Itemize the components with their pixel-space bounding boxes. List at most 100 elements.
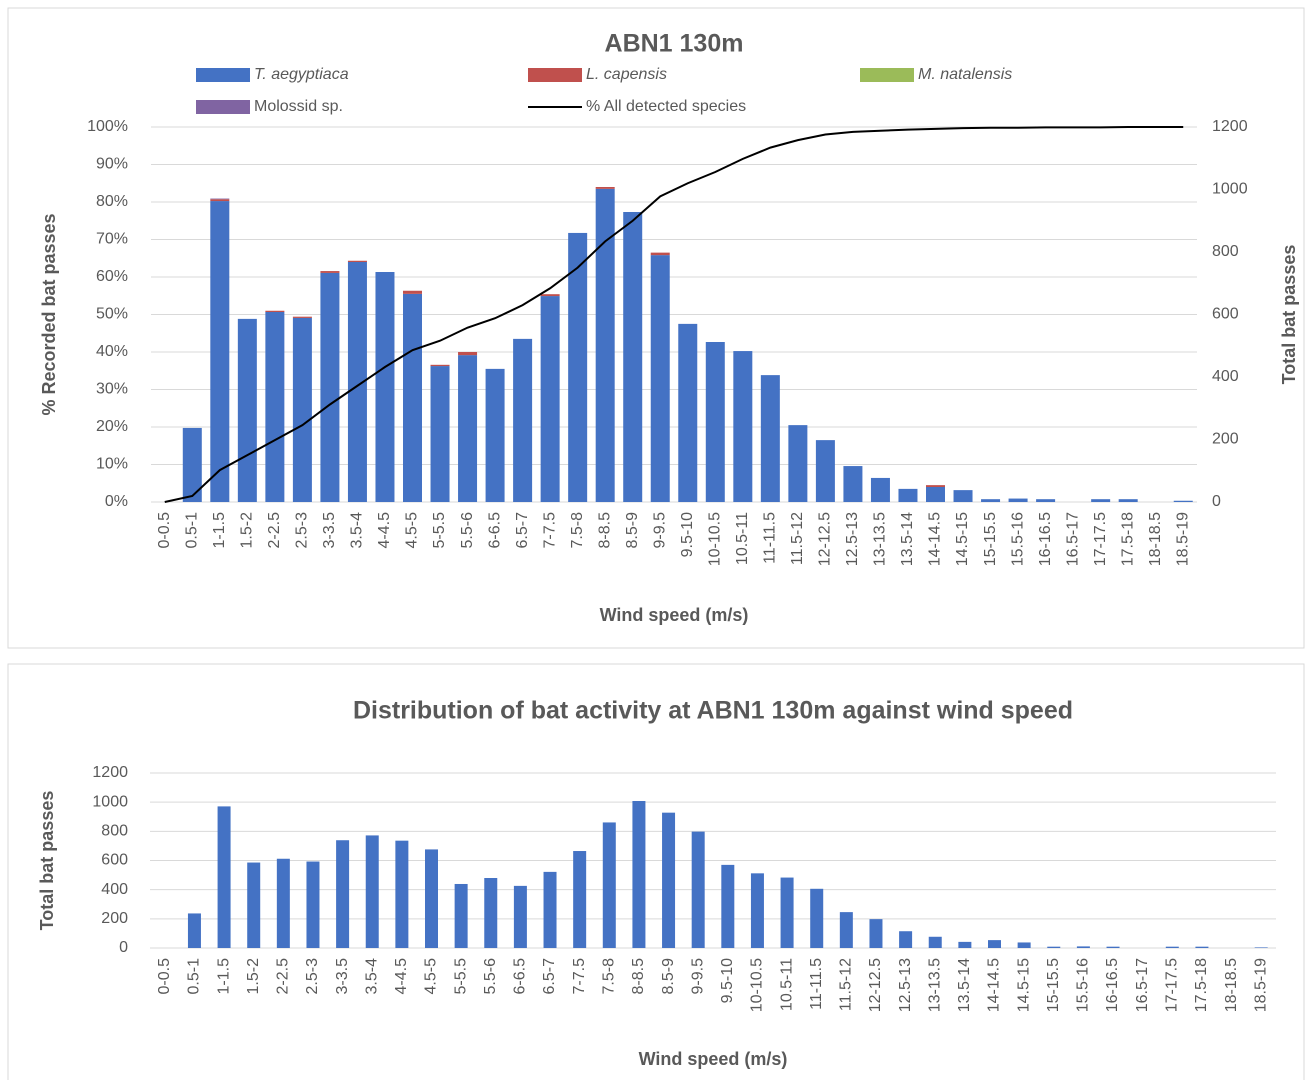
bar [928, 936, 942, 948]
x-tick-label: 4.5-5 [404, 512, 421, 549]
x-tick-label: 17.5-18 [1119, 512, 1136, 566]
x-tick-label: 13-13.5 [926, 958, 943, 1012]
bar-segment [403, 290, 422, 294]
bar [780, 877, 794, 948]
bar-segment [320, 272, 340, 502]
x-tick-label: 14.5-15 [1015, 958, 1032, 1012]
bar-segment [788, 425, 808, 502]
y-tick-label: 40% [96, 343, 128, 360]
legend-label: % All detected species [586, 98, 746, 115]
bar-segment [265, 310, 285, 312]
x-tick-label: 3-3.5 [334, 958, 351, 995]
x-tick-label: 17-17.5 [1164, 958, 1181, 1012]
bar-segment [182, 427, 202, 502]
x-tick-label: 15.5-16 [1075, 958, 1092, 1012]
x-tick-label: 14-14.5 [927, 512, 944, 566]
bar [839, 912, 853, 948]
bar [454, 883, 468, 948]
legend-label: L. capensis [586, 66, 667, 83]
x-tick-label: 3.5-4 [363, 958, 380, 995]
y-tick-label: 1200 [92, 764, 128, 781]
bar [187, 913, 201, 948]
bar [1165, 946, 1179, 948]
bar [336, 840, 350, 948]
bar-segment [210, 198, 230, 200]
bar [1017, 942, 1031, 948]
bar [395, 840, 409, 948]
bar-segment [540, 296, 560, 502]
x-tick-label: 0.5-1 [186, 958, 203, 995]
bar-segment [815, 440, 835, 502]
bar-segment [760, 375, 780, 502]
bar [662, 812, 676, 948]
x-tick-label: 18-18.5 [1147, 512, 1164, 566]
x-tick-label: 8-8.5 [630, 958, 647, 995]
bar [1106, 946, 1120, 948]
x-tick-label: 1-1.5 [211, 512, 228, 549]
bar [365, 835, 379, 948]
y2-tick-label: 600 [1212, 306, 1239, 323]
bar-segment [595, 187, 615, 189]
y-tick-label: 80% [96, 193, 128, 210]
bar [306, 861, 320, 948]
x-tick-label: 18-18.5 [1223, 958, 1240, 1012]
x-tick-label: 7.5-8 [569, 512, 586, 549]
bar-segment [292, 316, 312, 318]
x-tick-label: 4-4.5 [393, 958, 410, 995]
bar [988, 940, 1001, 948]
x-tick-label: 18.5-19 [1252, 958, 1269, 1012]
y-tick-label: 60% [96, 268, 128, 285]
y2-tick-label: 1200 [1212, 118, 1248, 135]
bar-segment [1173, 500, 1193, 502]
bar [958, 941, 972, 948]
bar [425, 849, 438, 948]
bar-segment [513, 338, 533, 502]
bar-segment [347, 262, 367, 502]
bar [1047, 946, 1061, 948]
x-tick-label: 11.5-12 [838, 958, 855, 1011]
bar-segment [981, 499, 1001, 502]
y-tick-label: 0 [119, 939, 128, 956]
y-tick-label: 90% [96, 156, 128, 173]
x-tick-label: 16.5-17 [1064, 512, 1081, 566]
bar-segment [953, 490, 973, 502]
bar-segment [210, 201, 230, 502]
x-tick-label: 2-2.5 [266, 512, 283, 549]
y-tick-label: 20% [96, 418, 128, 435]
bar [247, 862, 261, 948]
y-tick-label: 600 [101, 852, 128, 869]
bar [573, 851, 587, 948]
bar [513, 885, 527, 948]
x-tick-label: 5.5-6 [459, 512, 476, 549]
x-tick-label: 12.5-13 [897, 958, 914, 1012]
x-tick-label: 10.5-11 [778, 958, 795, 1011]
bar-segment [265, 312, 285, 502]
bar-segment [650, 255, 670, 502]
legend-swatch [196, 100, 250, 114]
bar-segment [926, 485, 945, 487]
y-tick-label: 70% [96, 231, 128, 248]
bar [750, 873, 764, 948]
x-tick-label: 11-11.5 [808, 958, 825, 1010]
x-tick-label: 9-9.5 [689, 958, 706, 995]
x-tick-label: 5-5.5 [431, 512, 448, 549]
x-tick-label: 15-15.5 [982, 512, 999, 566]
bar-segment [870, 477, 890, 502]
bar [899, 931, 913, 948]
x-tick-label: 0-0.5 [156, 512, 173, 549]
y2-tick-label: 0 [1212, 493, 1221, 510]
legend-label: Molossid sp. [254, 98, 343, 115]
bar [276, 858, 290, 948]
y-tick-label: 100% [87, 118, 128, 135]
bar-segment [898, 488, 918, 502]
x-tick-label: 9-9.5 [651, 512, 668, 549]
bar-segment [430, 366, 450, 502]
x-tick-label: 0-0.5 [156, 958, 173, 995]
x-tick-label: 0.5-1 [184, 512, 201, 549]
bar-segment [678, 323, 698, 502]
y-tick-label: 200 [101, 910, 128, 927]
x-tick-label: 6-6.5 [486, 512, 503, 549]
bar-segment [403, 293, 422, 502]
y-tick-label: 30% [96, 381, 128, 398]
